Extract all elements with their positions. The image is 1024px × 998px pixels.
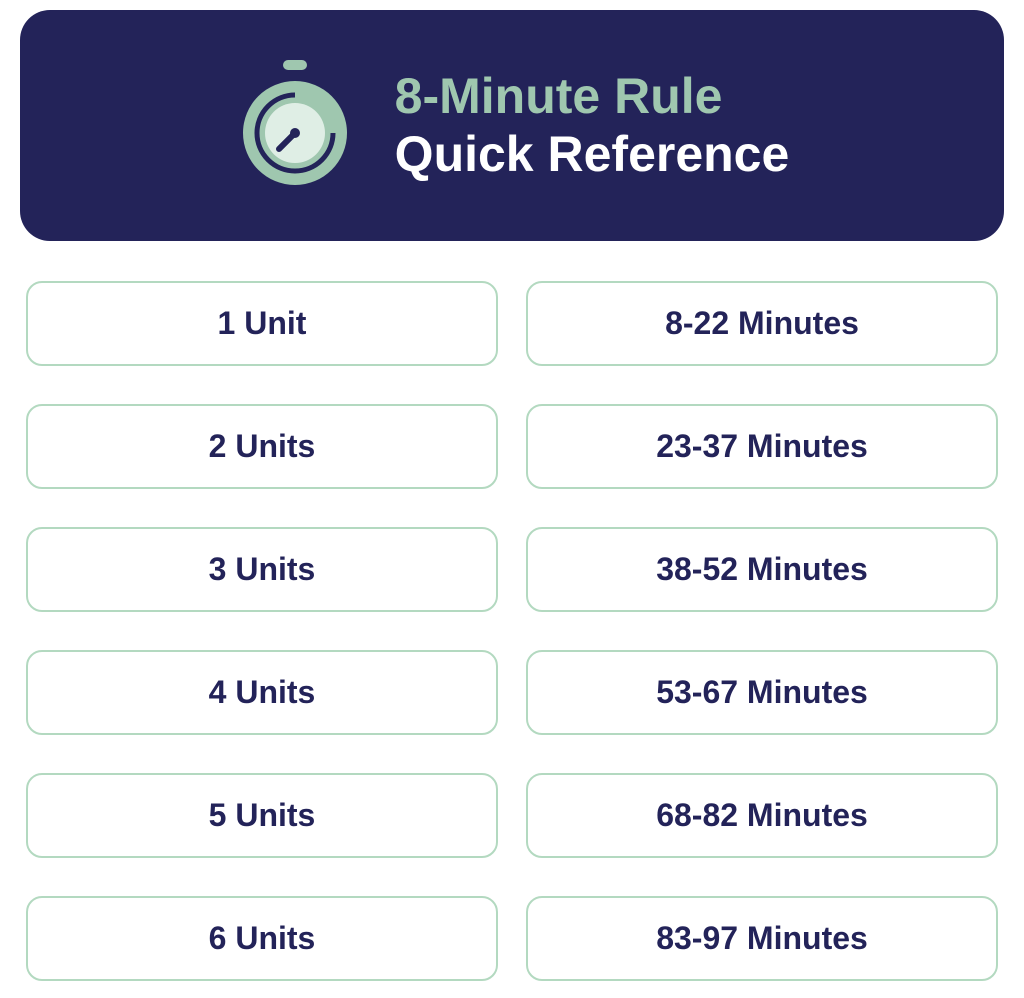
units-cell: 6 Units [26, 896, 498, 981]
header-title: 8-Minute Rule Quick Reference [395, 68, 790, 183]
units-cell: 5 Units [26, 773, 498, 858]
units-cell: 1 Unit [26, 281, 498, 366]
units-cell: 3 Units [26, 527, 498, 612]
header-banner: 8-Minute Rule Quick Reference [20, 10, 1004, 241]
stopwatch-icon [235, 58, 355, 193]
reference-table: 1 Unit 8-22 Minutes 2 Units 23-37 Minutes 3 … [20, 281, 1004, 981]
table-row: 3 Units 38-52 Minutes [26, 527, 998, 612]
units-cell: 4 Units [26, 650, 498, 735]
minutes-cell: 23-37 Minutes [526, 404, 998, 489]
table-row: 4 Units 53-67 Minutes [26, 650, 998, 735]
minutes-cell: 68-82 Minutes [526, 773, 998, 858]
table-row: 6 Units 83-97 Minutes [26, 896, 998, 981]
minutes-cell: 83-97 Minutes [526, 896, 998, 981]
header-title-line2: Quick Reference [395, 126, 790, 184]
table-row: 5 Units 68-82 Minutes [26, 773, 998, 858]
table-row: 2 Units 23-37 Minutes [26, 404, 998, 489]
table-row: 1 Unit 8-22 Minutes [26, 281, 998, 366]
minutes-cell: 38-52 Minutes [526, 527, 998, 612]
header-title-line1: 8-Minute Rule [395, 68, 790, 126]
reference-card: 8-Minute Rule Quick Reference 1 Unit 8-22… [20, 10, 1004, 981]
minutes-cell: 53-67 Minutes [526, 650, 998, 735]
units-cell: 2 Units [26, 404, 498, 489]
minutes-cell: 8-22 Minutes [526, 281, 998, 366]
